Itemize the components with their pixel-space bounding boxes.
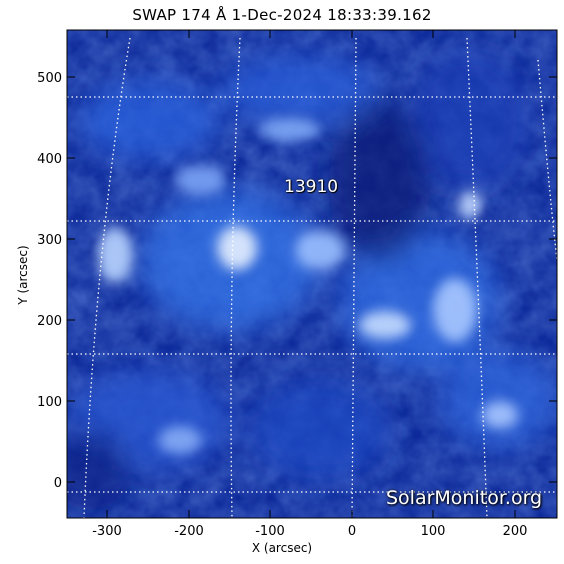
y-tick-label: 0 [54, 476, 62, 491]
x-tick-label: -300 [92, 524, 122, 539]
solarmonitor-watermark: SolarMonitor.org [386, 487, 543, 509]
x-tick-label: 0 [348, 524, 356, 539]
euv-image [67, 30, 557, 518]
x-tick-label: 200 [503, 524, 528, 539]
x-tick-label: 100 [421, 524, 446, 539]
x-ticks [106, 30, 516, 518]
y-tick-label: 300 [37, 233, 62, 248]
y-tick-label: 500 [37, 71, 62, 86]
coordinate-grid [67, 37, 557, 518]
y-ticks [67, 76, 557, 483]
plot-frame [66, 29, 558, 519]
y-tick-label: 200 [37, 314, 62, 329]
image-title: SWAP 174 Å 1-Dec-2024 18:33:39.162 [132, 6, 432, 24]
x-axis-label: X (arcsec) [251, 541, 313, 555]
y-tick-label: 400 [37, 152, 62, 167]
x-tick-label: -200 [174, 524, 204, 539]
y-tick-label: 100 [37, 395, 62, 410]
x-tick-label: -100 [255, 524, 285, 539]
active-region-label: 13910 [284, 177, 339, 197]
y-axis-label: Y (arcsec) [16, 245, 30, 305]
